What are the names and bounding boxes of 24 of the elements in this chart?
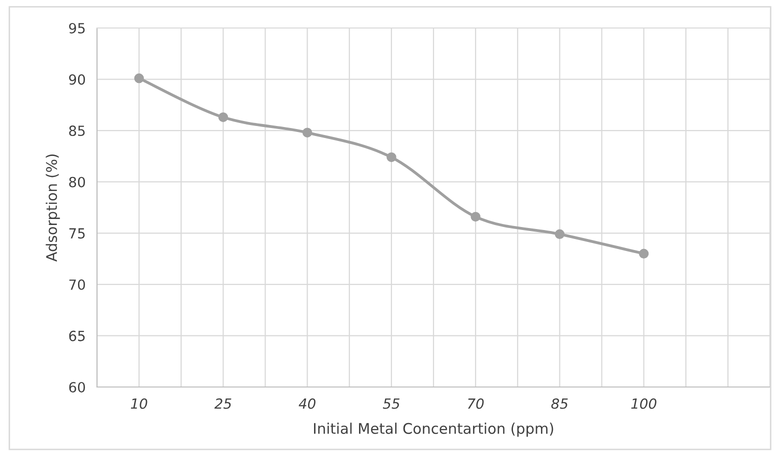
y-tick-label: 60 — [69, 382, 85, 392]
point — [638, 248, 649, 259]
y-tick-label: 65 — [69, 330, 85, 342]
point — [470, 212, 480, 222]
x-tick-label: 25 — [214, 398, 232, 409]
y-tick-label: 95 — [69, 22, 85, 34]
point — [554, 229, 565, 240]
y-tick-label: 80 — [69, 176, 85, 188]
point — [302, 128, 312, 138]
y-tick-label: 90 — [69, 74, 85, 85]
point — [386, 152, 396, 162]
x-tick-label: 55 — [382, 398, 400, 409]
y-axis-title: Adsorption (%) — [46, 154, 60, 262]
x-tick-label: 100 — [631, 398, 656, 409]
x-tick-label: 70 — [468, 398, 484, 409]
y-tick-label: 85 — [69, 126, 85, 136]
x-tick-label: 40 — [298, 398, 316, 409]
x-tick-label: 85 — [551, 398, 568, 409]
x-tick-label: 10 — [130, 398, 148, 409]
y-tick-label: 70 — [69, 279, 85, 290]
point — [218, 112, 228, 122]
point — [134, 73, 144, 84]
y-tick-label: 75 — [69, 228, 85, 239]
x-axis-title: Initial Metal Concentartion (ppm) — [314, 422, 554, 437]
